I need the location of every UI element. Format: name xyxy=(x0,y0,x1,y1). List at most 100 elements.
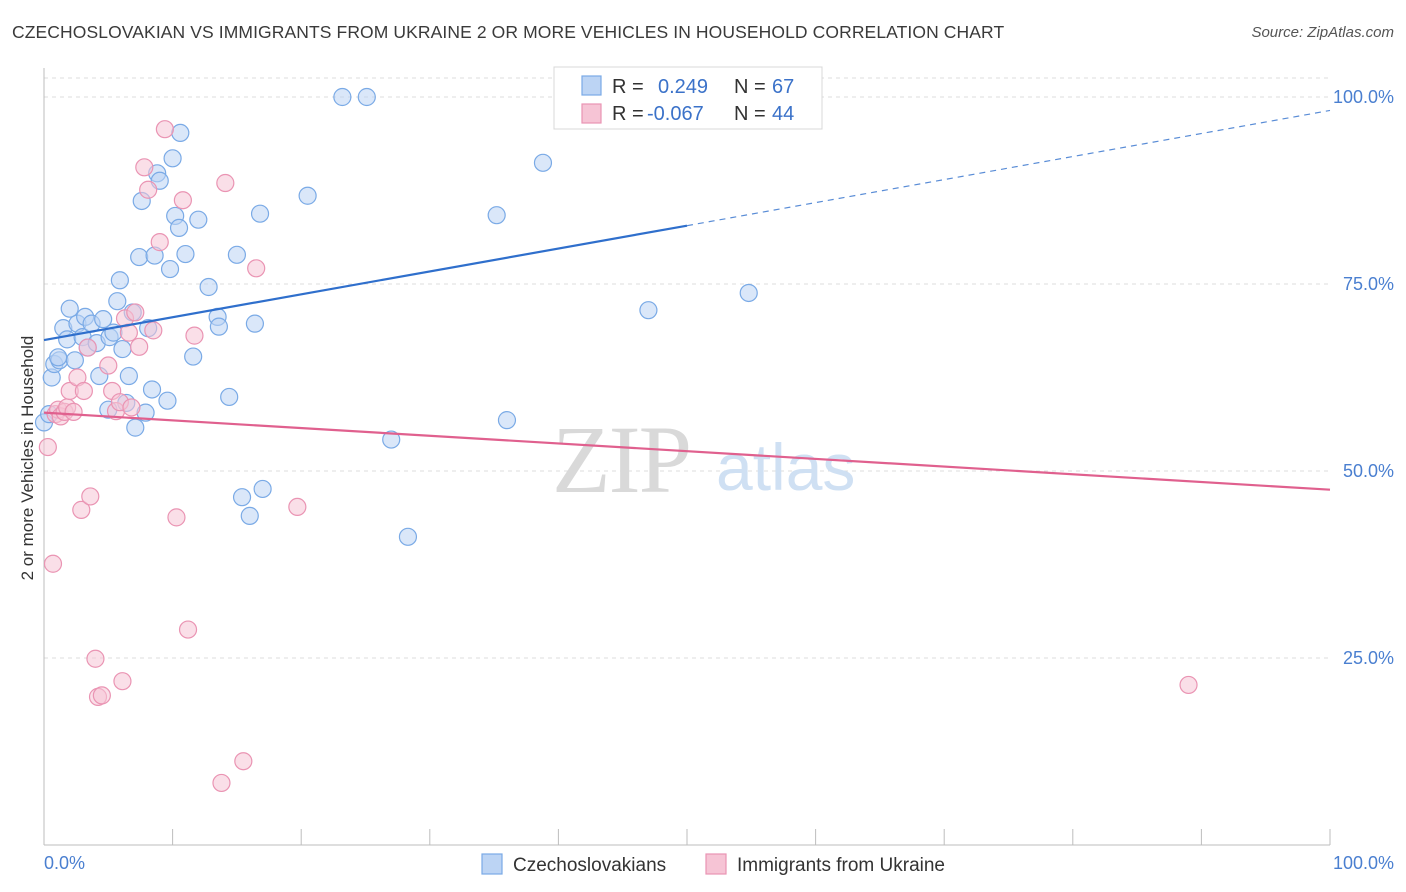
czech-trend-line-extension xyxy=(686,109,1331,227)
y-tick-label-50: 50.0% xyxy=(1343,461,1394,481)
ukraine-point-28 xyxy=(139,180,158,199)
legend-n-label-1: N = xyxy=(734,76,766,98)
czech-point-52 xyxy=(245,314,265,333)
czech-point-44 xyxy=(189,210,208,229)
ukraine-point-36 xyxy=(212,773,231,793)
czech-point-28 xyxy=(130,247,149,267)
x-tick-labels: 0.0% 100.0% xyxy=(44,853,1394,873)
ukraine-point-31 xyxy=(155,120,174,139)
czech-point-65 xyxy=(739,283,758,303)
ukraine-point-26 xyxy=(130,337,149,356)
ukraine-point-0 xyxy=(38,437,57,457)
chart-title: CZECHOSLOVAKIAN VS IMMIGRANTS FROM UKRAI… xyxy=(12,22,1005,42)
ukraine-point-40 xyxy=(288,497,307,517)
stats-legend: R = 0.249 N = 67 R = -0.067 N = 44 xyxy=(553,66,823,130)
legend-r-label-1: R = xyxy=(612,76,644,98)
czech-point-61 xyxy=(497,411,517,430)
czech-point-50 xyxy=(232,488,252,507)
y-tick-label-25: 25.0% xyxy=(1343,648,1394,668)
ukraine-point-25 xyxy=(126,303,145,322)
legend-n-value-2: 44 xyxy=(772,103,794,125)
ukraine-point-29 xyxy=(144,321,163,340)
czech-point-55 xyxy=(298,186,317,205)
ukraine-point-10 xyxy=(72,500,91,519)
y-tick-label-75: 75.0% xyxy=(1343,274,1394,294)
y-axis-label: 2 or more Vehicles in Household xyxy=(18,336,37,581)
czech-point-42 xyxy=(176,244,195,264)
ukraine-point-41 xyxy=(1179,675,1198,695)
czech-point-57 xyxy=(357,87,376,107)
czech-point-37 xyxy=(160,259,180,279)
czech-point-27 xyxy=(126,418,145,437)
czech-point-38 xyxy=(163,149,182,168)
grid-lines xyxy=(44,77,1330,659)
legend-swatch-pink xyxy=(581,103,602,124)
y-tick-label-100: 100.0% xyxy=(1333,87,1394,107)
czech-point-32 xyxy=(142,380,162,399)
legend-swatch-blue xyxy=(581,75,602,96)
ukraine-point-30 xyxy=(150,233,169,252)
trend-lines xyxy=(43,109,1331,491)
czech-point-43 xyxy=(184,347,203,366)
legend-n-value-1: 67 xyxy=(772,76,794,98)
ukraine-point-12 xyxy=(78,338,97,357)
czech-trend-line xyxy=(43,224,688,342)
legend-n-label-2: N = xyxy=(734,103,766,125)
series-ukraine-points xyxy=(38,120,1198,793)
czech-point-45 xyxy=(199,277,218,297)
ukraine-point-21 xyxy=(113,672,132,691)
czech-point-7 xyxy=(58,330,77,349)
series-legend: Czechoslovakians Immigrants from Ukraine xyxy=(481,853,945,876)
czech-point-47 xyxy=(209,317,228,336)
czech-point-59 xyxy=(398,527,418,546)
legend-r-value-2: -0.067 xyxy=(647,103,704,125)
ukraine-trend-line xyxy=(43,411,1331,491)
ukraine-point-33 xyxy=(173,191,192,210)
ukraine-point-1 xyxy=(43,554,63,573)
czech-point-56 xyxy=(333,87,352,107)
czech-point-49 xyxy=(227,245,246,264)
ukraine-point-32 xyxy=(167,508,186,527)
ukraine-point-13 xyxy=(81,487,100,506)
watermark-atlas: atlas xyxy=(716,430,855,504)
watermark: ZIP atlas xyxy=(552,406,855,513)
ukraine-point-11 xyxy=(74,381,93,401)
czech-point-60 xyxy=(487,206,506,225)
ukraine-point-17 xyxy=(99,356,118,375)
czech-point-25 xyxy=(119,366,138,386)
czech-point-23 xyxy=(113,339,132,359)
source-label: Source: ZipAtlas.com xyxy=(1251,24,1394,41)
czech-point-9 xyxy=(65,351,84,370)
ukraine-point-8 xyxy=(64,402,83,422)
y-tick-labels: 25.0% 50.0% 75.0% 100.0% xyxy=(1333,87,1394,668)
czech-point-17 xyxy=(94,310,113,329)
ukraine-point-38 xyxy=(234,752,253,771)
czech-point-22 xyxy=(110,271,129,290)
ukraine-point-34 xyxy=(178,620,198,639)
ukraine-point-27 xyxy=(135,158,154,177)
series-legend-label-2: Immigrants from Ukraine xyxy=(737,855,945,876)
legend-r-value-1: 0.249 xyxy=(658,76,708,98)
x-tick-label-left: 0.0% xyxy=(44,853,85,873)
series-legend-swatch-pink xyxy=(705,853,727,875)
czech-point-54 xyxy=(253,479,272,499)
czech-point-21 xyxy=(108,292,127,311)
czech-point-5 xyxy=(49,348,68,367)
czech-point-41 xyxy=(171,123,190,143)
legend-r-label-2: R = xyxy=(612,103,644,125)
czech-point-58 xyxy=(382,430,401,449)
ukraine-point-24 xyxy=(122,398,141,417)
czech-point-51 xyxy=(240,506,259,525)
x-tick-label-right: 100.0% xyxy=(1333,853,1394,873)
czech-point-63 xyxy=(639,301,658,320)
czech-point-48 xyxy=(220,387,239,407)
ukraine-point-37 xyxy=(216,173,235,193)
series-legend-swatch-blue xyxy=(481,853,503,875)
ukraine-point-35 xyxy=(185,326,204,345)
axes xyxy=(43,68,1331,846)
ukraine-point-39 xyxy=(247,259,266,278)
czech-point-53 xyxy=(250,204,270,223)
ukraine-point-14 xyxy=(86,649,105,668)
watermark-zip: ZIP xyxy=(552,406,690,513)
